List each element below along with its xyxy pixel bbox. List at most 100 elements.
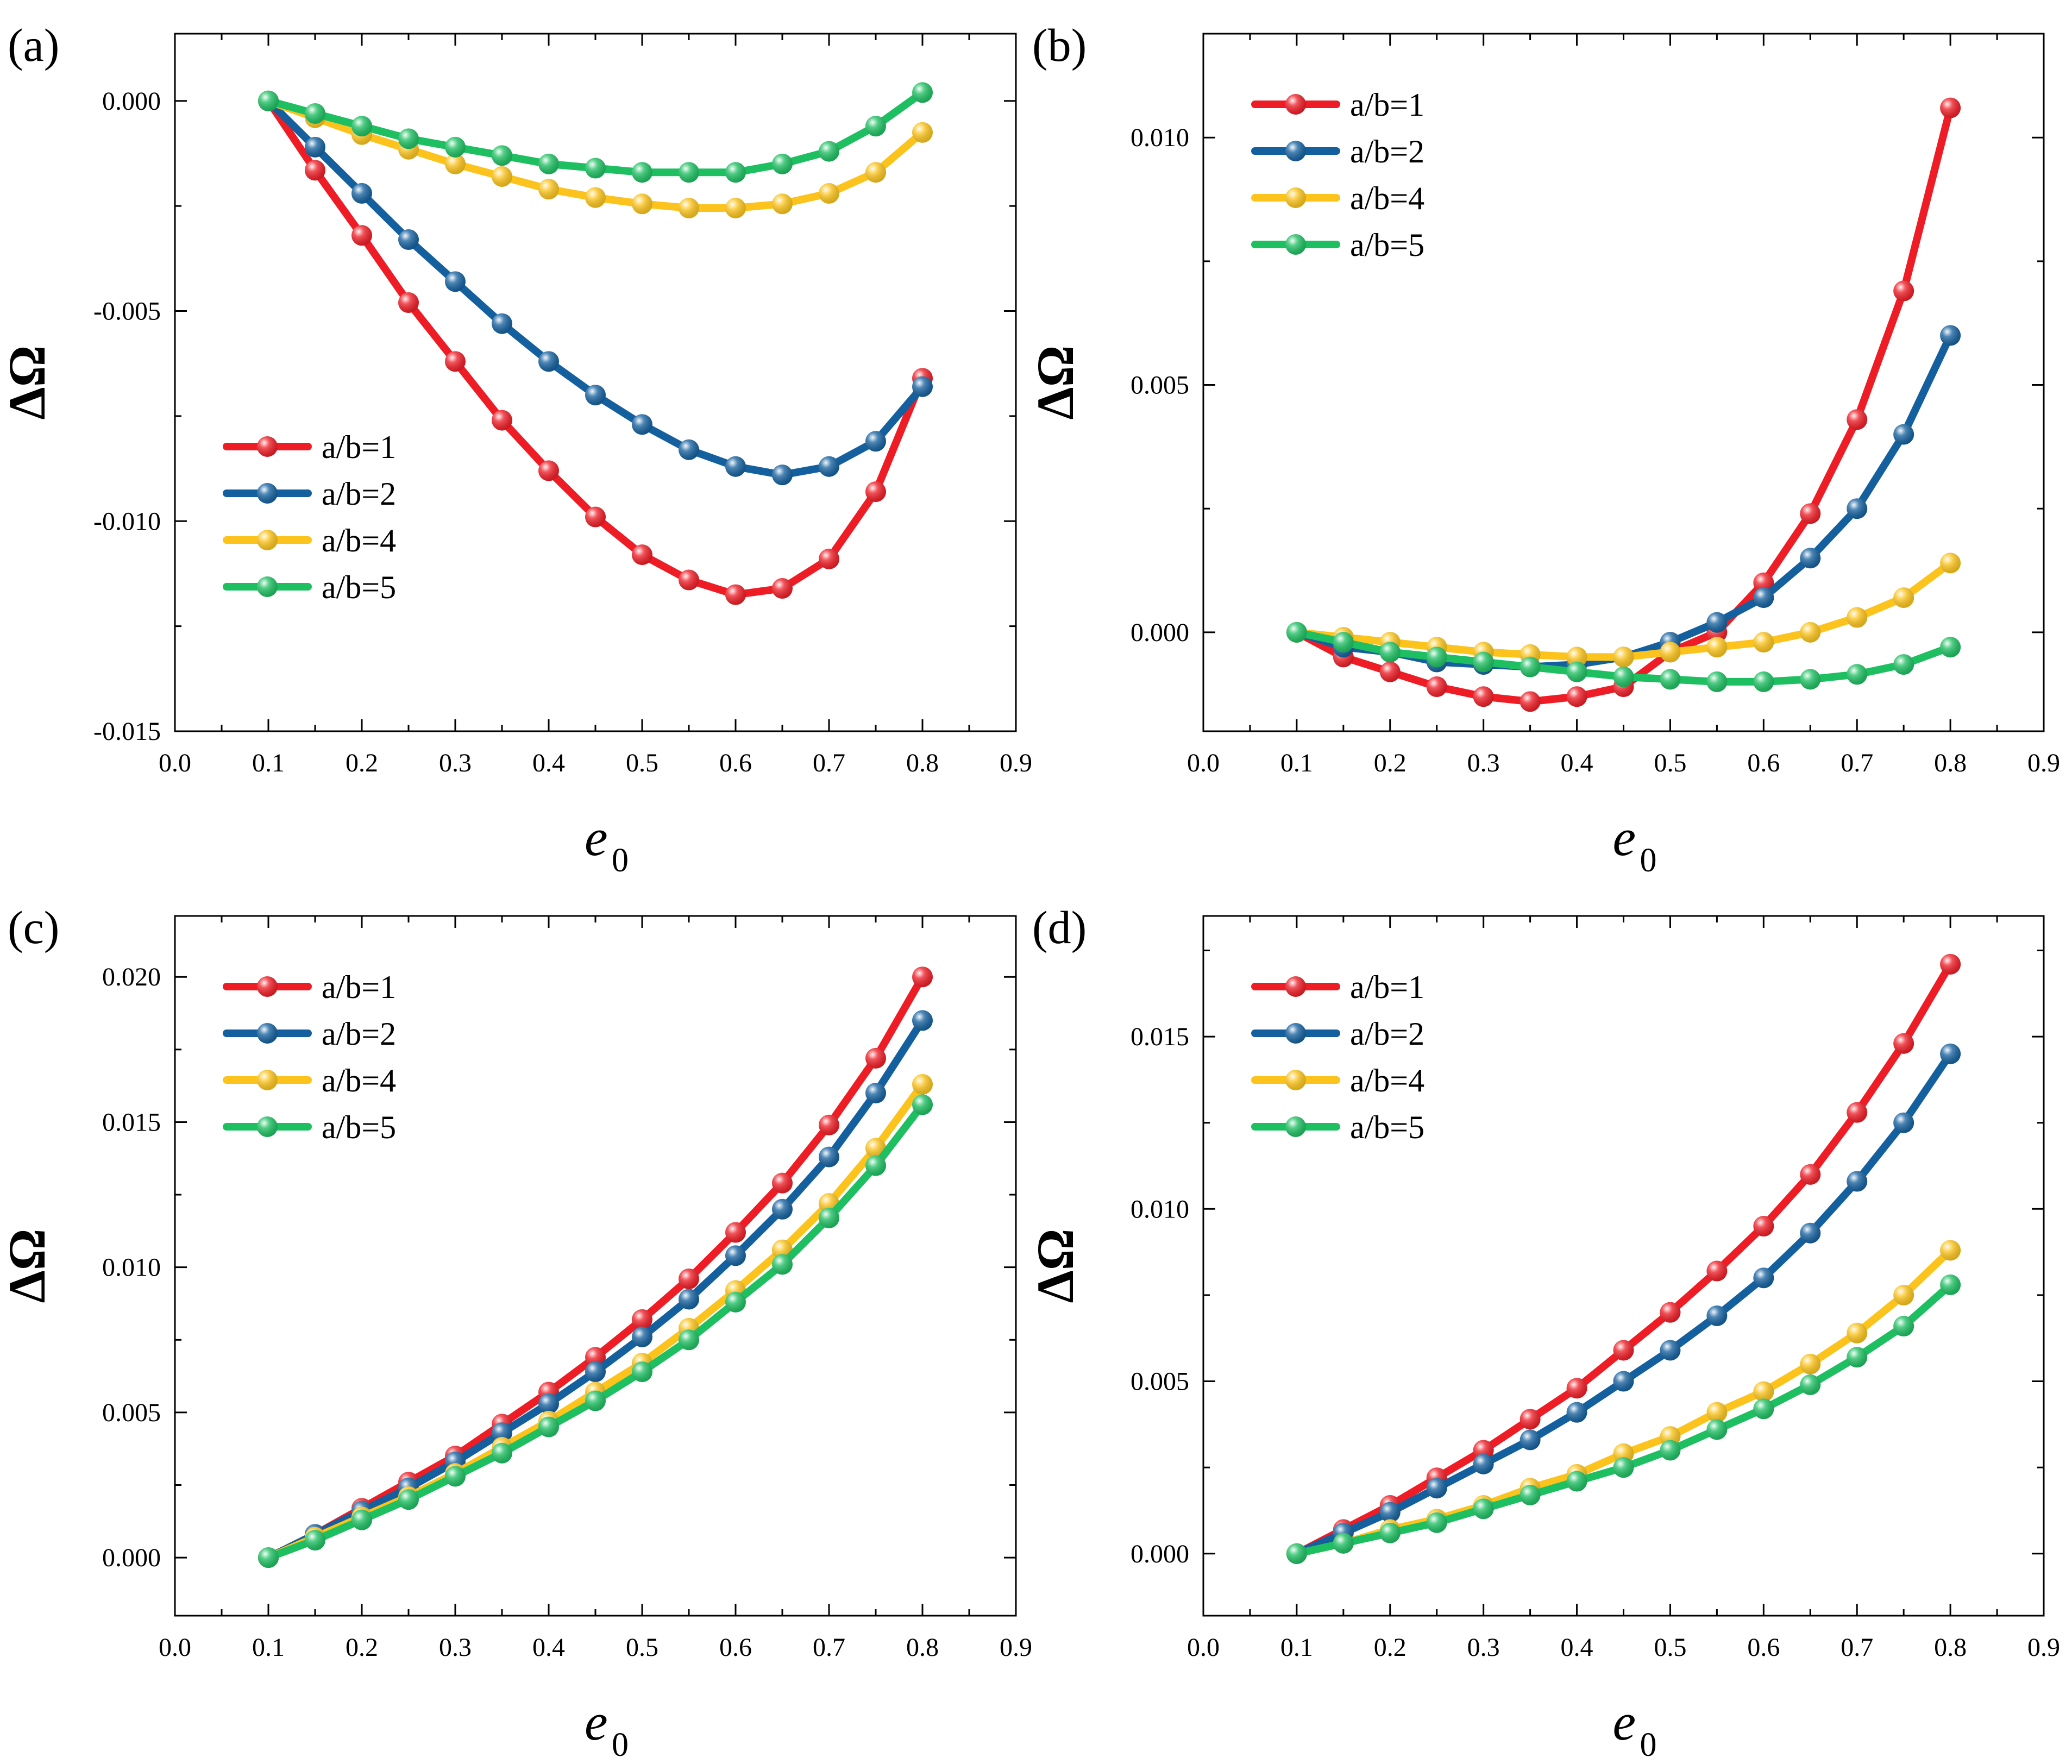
legend-marker-shine bbox=[257, 436, 278, 457]
data-point-shine bbox=[912, 1074, 933, 1095]
data-point-shine bbox=[1940, 553, 1961, 574]
data-point-shine bbox=[1473, 686, 1494, 707]
data-point-shine bbox=[819, 1114, 839, 1135]
data-point-shine bbox=[351, 1509, 372, 1530]
data-point-shine bbox=[1566, 1378, 1587, 1399]
data-point-shine bbox=[1426, 646, 1447, 668]
x-tick-label: 0.0 bbox=[1187, 1633, 1220, 1662]
y-tick-label: 0.005 bbox=[1131, 1367, 1189, 1396]
data-point-shine bbox=[1473, 651, 1494, 673]
data-point-shine bbox=[1333, 1533, 1354, 1554]
chart-panel-2: (b) 0.0 0.1 0.2 0.3 0.4 0.5 0.6 0.7 0.8 0.9 0.000 0.… bbox=[1026, 19, 2060, 879]
legend-label: a/b=1 bbox=[322, 969, 396, 1005]
data-point-shine bbox=[1940, 953, 1961, 975]
legend: a/b=1 a/b=2 a/b=4 a/b=5 bbox=[223, 969, 396, 1145]
y-tick-label: 0.020 bbox=[102, 963, 161, 991]
x-tick-label: 0.9 bbox=[2027, 1633, 2060, 1662]
x-tick-label: 0.6 bbox=[1747, 749, 1780, 777]
data-point-shine bbox=[772, 578, 793, 599]
data-point-shine bbox=[1520, 691, 1541, 712]
data-point-shine bbox=[912, 82, 933, 103]
data-point-shine bbox=[1753, 1398, 1774, 1420]
x-axis-title-subscript: 0 bbox=[612, 1727, 629, 1763]
data-point-shine bbox=[865, 431, 886, 452]
x-tick-label: 0.2 bbox=[1374, 1633, 1407, 1662]
legend-label: a/b=1 bbox=[322, 429, 396, 465]
x-tick-label: 0.6 bbox=[719, 749, 752, 777]
series-4 bbox=[1286, 622, 1961, 692]
legend-label: a/b=4 bbox=[322, 1063, 396, 1098]
data-point-shine bbox=[1800, 1164, 1821, 1185]
panel-label: (a) bbox=[8, 19, 59, 71]
data-point-shine bbox=[1379, 1522, 1401, 1543]
data-point-shine bbox=[819, 1207, 839, 1228]
data-point-shine bbox=[1566, 686, 1587, 707]
data-point-shine bbox=[258, 1547, 279, 1568]
x-tick-label: 0.0 bbox=[159, 749, 191, 777]
series-2 bbox=[258, 90, 933, 486]
data-point-shine bbox=[1847, 664, 1868, 685]
data-point-shine bbox=[1473, 1498, 1494, 1520]
data-point-shine bbox=[538, 1393, 559, 1414]
legend-label: a/b=5 bbox=[322, 569, 396, 605]
data-point-shine bbox=[1613, 666, 1634, 687]
y-axis-title: ΔΩ bbox=[1026, 345, 1084, 419]
data-point-shine bbox=[1426, 676, 1447, 698]
panel-label: (c) bbox=[8, 901, 59, 953]
x-tick-label: 0.5 bbox=[626, 1633, 658, 1662]
data-point-shine bbox=[1847, 1171, 1868, 1192]
y-tick-label: 0.000 bbox=[102, 1543, 161, 1572]
data-point-shine bbox=[1706, 637, 1728, 658]
y-tick-label: 0.015 bbox=[102, 1108, 161, 1137]
data-point-shine bbox=[1893, 1316, 1914, 1337]
data-point-shine bbox=[492, 410, 512, 431]
data-point-shine bbox=[1847, 409, 1868, 430]
data-point-shine bbox=[585, 187, 606, 208]
data-point-shine bbox=[1893, 1284, 1914, 1305]
data-point-shine bbox=[305, 136, 325, 158]
y-axis-title: ΔΩ bbox=[1026, 1228, 1084, 1303]
series-line bbox=[265, 1101, 926, 1562]
data-point-shine bbox=[1706, 1260, 1728, 1282]
data-point-shine bbox=[398, 1489, 419, 1510]
data-point-shine bbox=[679, 198, 699, 218]
data-point-shine bbox=[632, 1309, 652, 1330]
x-tick-label: 0.9 bbox=[2027, 749, 2060, 777]
data-point-shine bbox=[819, 183, 839, 204]
data-point-shine bbox=[819, 1146, 839, 1167]
legend-marker-shine bbox=[1285, 1116, 1306, 1137]
data-point-shine bbox=[445, 271, 466, 292]
x-tick-label: 0.1 bbox=[1280, 749, 1313, 777]
y-axis-title: ΔΩ bbox=[0, 345, 56, 419]
legend-label: a/b=4 bbox=[322, 523, 396, 558]
data-point-shine bbox=[1753, 1381, 1774, 1402]
data-point-shine bbox=[351, 116, 372, 137]
y-tick-label: -0.015 bbox=[93, 717, 161, 746]
data-point-shine bbox=[1753, 1216, 1774, 1237]
y-tick-label: 0.000 bbox=[1131, 618, 1189, 647]
data-point-shine bbox=[445, 136, 466, 158]
x-tick-label: 0.5 bbox=[626, 749, 658, 777]
data-point-shine bbox=[1847, 607, 1868, 628]
legend-label: a/b=2 bbox=[322, 476, 396, 512]
x-tick-label: 0.2 bbox=[346, 1633, 378, 1662]
data-point-shine bbox=[725, 162, 746, 183]
x-tick-label: 0.9 bbox=[1000, 1633, 1032, 1662]
plot-frame bbox=[1202, 33, 2045, 732]
legend-label: a/b=5 bbox=[1350, 1109, 1424, 1145]
data-point-shine bbox=[772, 1198, 793, 1220]
y-tick-label: 0.010 bbox=[102, 1253, 161, 1282]
legend-label: a/b=5 bbox=[322, 1109, 396, 1145]
data-point-shine bbox=[398, 128, 419, 149]
data-point-shine bbox=[679, 1269, 699, 1290]
data-point-shine bbox=[1706, 1402, 1728, 1423]
data-point-shine bbox=[865, 1155, 886, 1176]
data-point-shine bbox=[1660, 642, 1681, 663]
x-tick-label: 0.6 bbox=[719, 1633, 752, 1662]
y-tick-label: 0.005 bbox=[1131, 371, 1189, 400]
x-tick-label: 0.7 bbox=[813, 1633, 845, 1662]
data-point-shine bbox=[632, 162, 652, 183]
data-point-shine bbox=[865, 1047, 886, 1069]
data-point-shine bbox=[1520, 656, 1541, 677]
